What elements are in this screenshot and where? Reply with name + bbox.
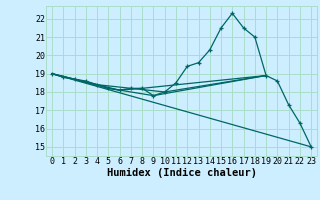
- X-axis label: Humidex (Indice chaleur): Humidex (Indice chaleur): [107, 168, 257, 178]
